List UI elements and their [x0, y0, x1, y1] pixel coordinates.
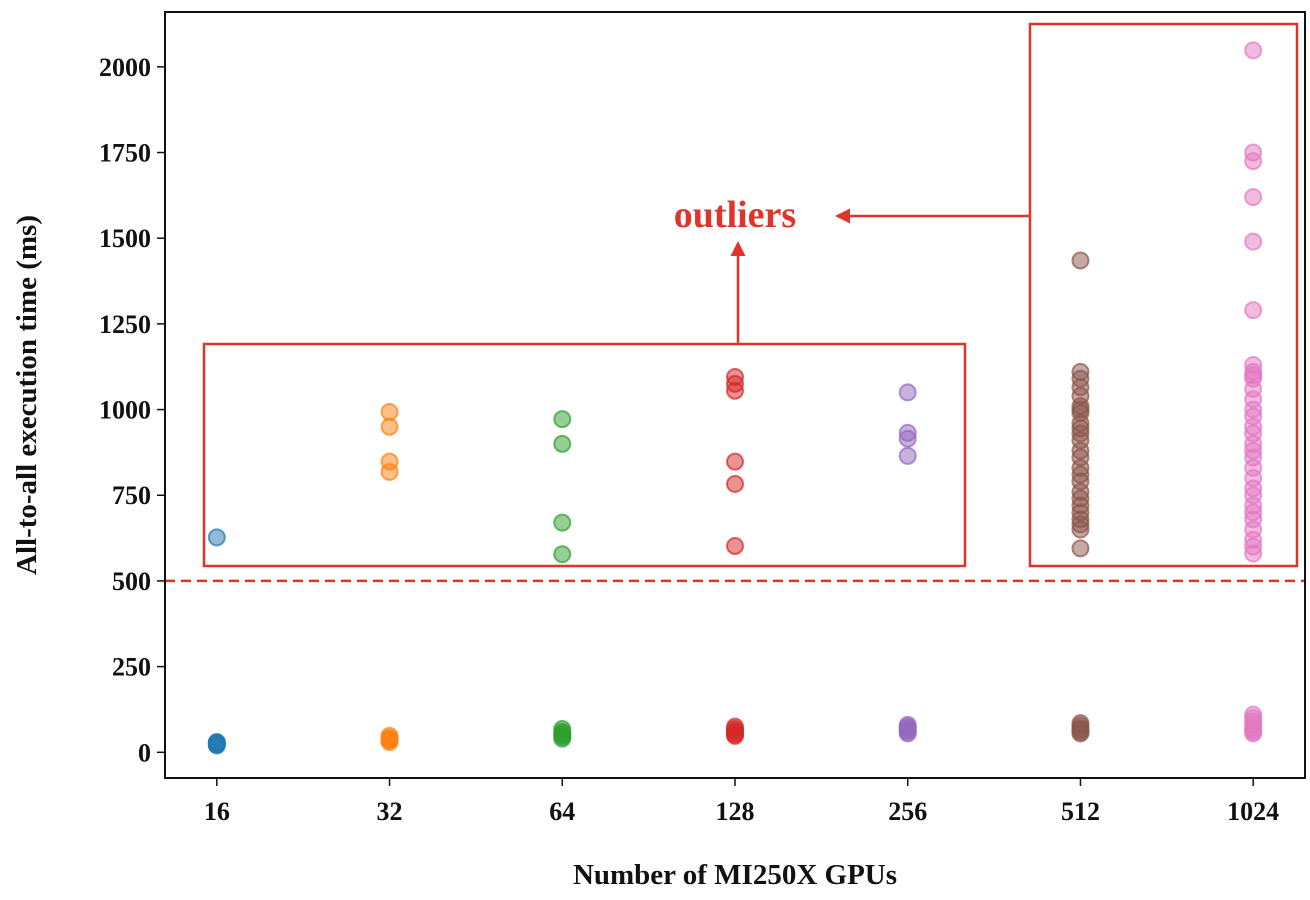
point [1244, 143, 1263, 162]
point [1071, 251, 1090, 270]
point [898, 423, 917, 442]
point [553, 434, 572, 453]
outlier-box [1028, 22, 1299, 568]
x-axis-label: Number of MI250X GPUs [573, 859, 897, 891]
point [553, 545, 572, 564]
point [1071, 362, 1090, 381]
point [553, 719, 572, 738]
point [1071, 714, 1090, 733]
y-tick-label: 2000 [99, 53, 151, 82]
point [898, 446, 917, 465]
y-tick-label: 250 [112, 653, 151, 682]
y-tick-label: 1500 [99, 224, 151, 253]
point [380, 726, 399, 745]
point [380, 402, 399, 421]
point [726, 368, 744, 387]
point [207, 528, 226, 547]
annotation: outliers [674, 194, 796, 236]
point [1244, 41, 1263, 60]
y-tick-label: 750 [112, 481, 151, 510]
x-tick-label: 32 [377, 797, 403, 826]
y-tick-label: 500 [112, 567, 151, 596]
point [726, 536, 744, 555]
y-tick-label: 1750 [99, 139, 151, 168]
point [726, 717, 744, 736]
point [1244, 232, 1263, 251]
x-tick-label: 256 [888, 797, 927, 826]
x-tick-label: 128 [716, 797, 755, 826]
outlier-box [202, 342, 967, 568]
x-tick-label: 512 [1061, 797, 1100, 826]
point [553, 410, 572, 429]
x-tick-label: 64 [549, 797, 575, 826]
point [380, 452, 399, 471]
point [553, 513, 572, 532]
point [207, 733, 226, 752]
point [726, 452, 744, 471]
point [898, 715, 917, 734]
x-tick-label: 1024 [1227, 797, 1279, 826]
x-tick-label: 16 [204, 797, 230, 826]
point [1071, 539, 1090, 558]
plot-frame [164, 11, 1306, 779]
point [1244, 356, 1263, 375]
point [1244, 705, 1263, 724]
y-axis-label: All-to-all execution time (ms) [11, 215, 43, 575]
point [726, 474, 744, 493]
point [380, 417, 399, 436]
point [1244, 301, 1263, 320]
y-tick-label: 0 [138, 738, 151, 767]
point [898, 383, 917, 402]
y-tick-label: 1000 [99, 396, 151, 425]
y-tick-label: 1250 [99, 310, 151, 339]
point [1244, 188, 1263, 207]
